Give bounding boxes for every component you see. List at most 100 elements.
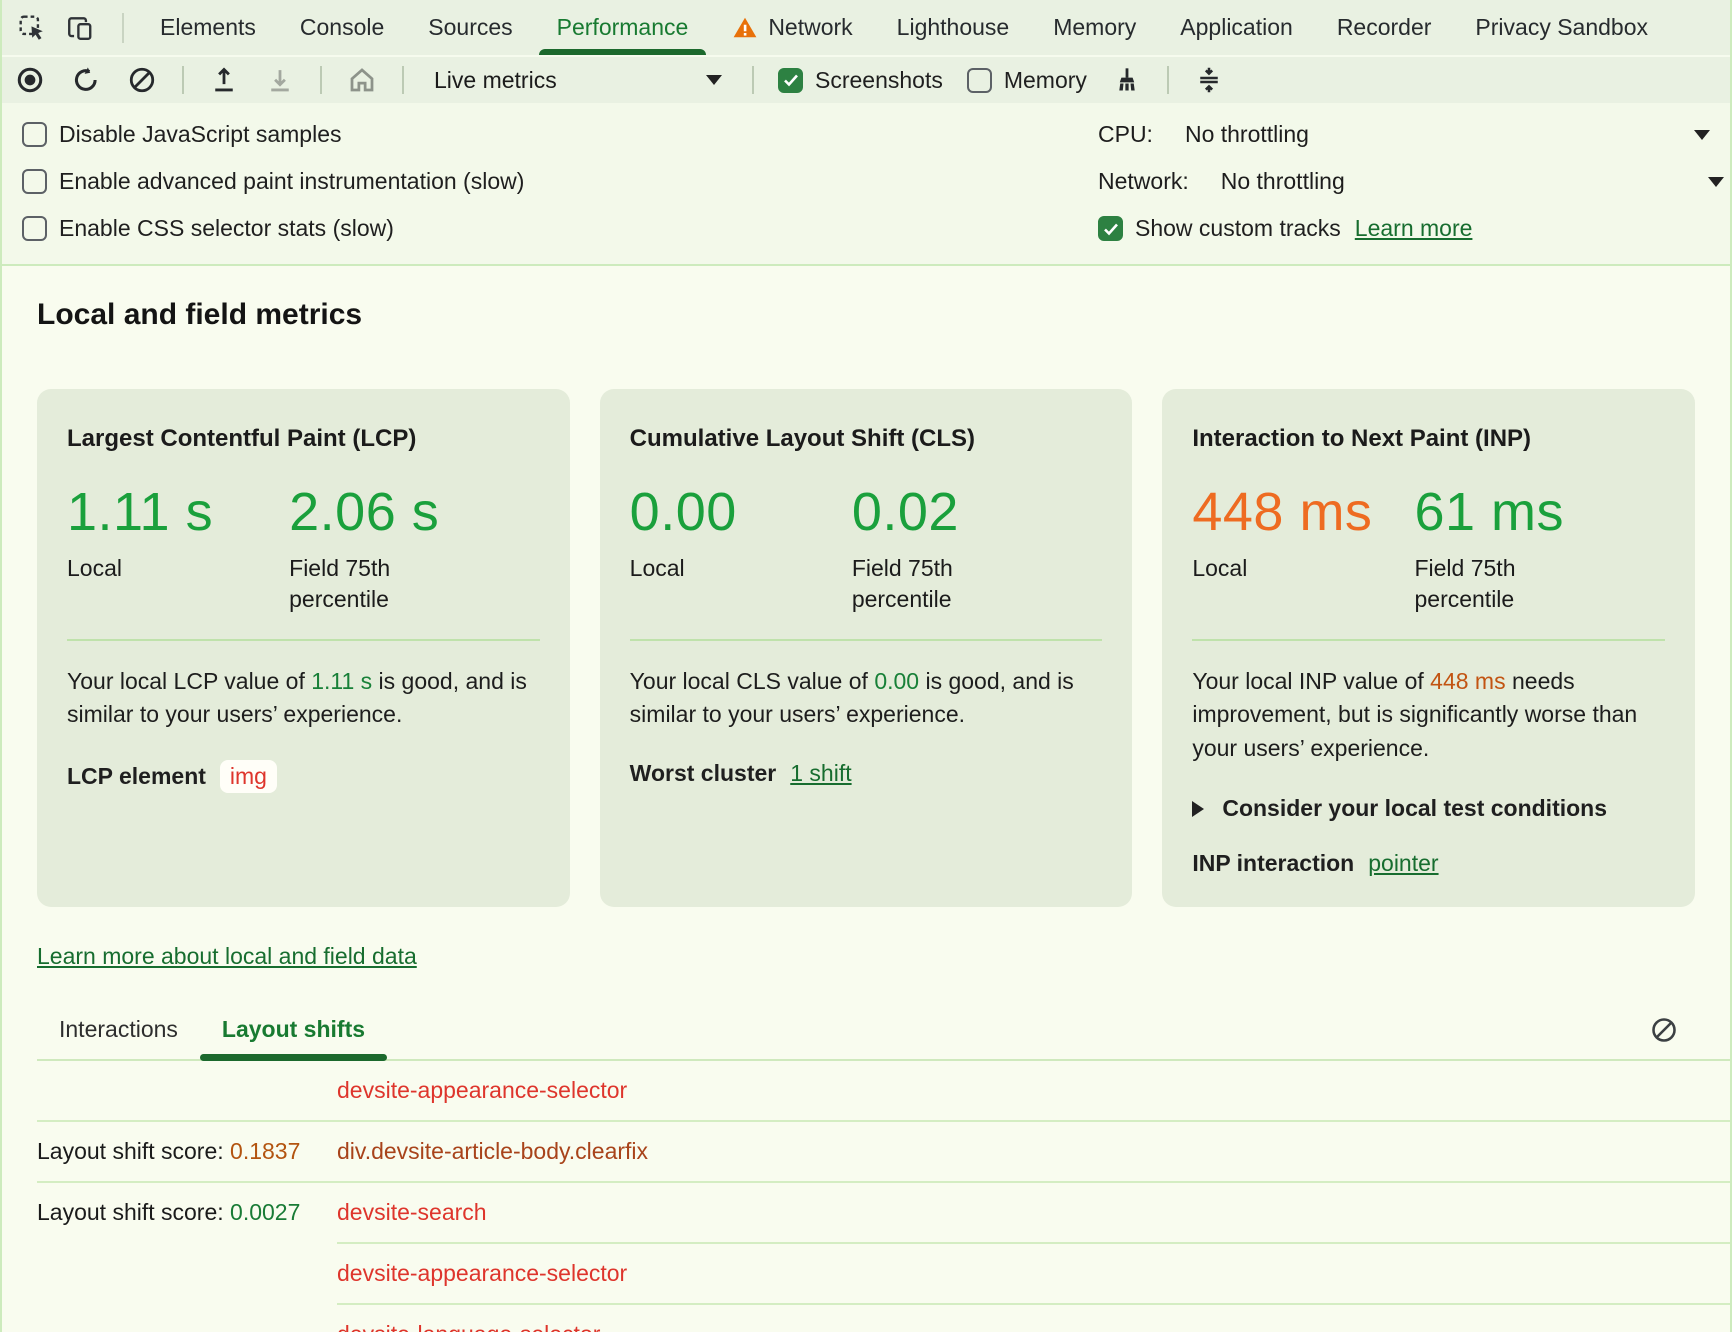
shift-element-link[interactable]: devsite-appearance-selector (337, 1077, 628, 1104)
checkbox-unchecked-icon (22, 169, 47, 194)
screenshots-checkbox[interactable]: Screenshots (778, 67, 943, 94)
device-toolbar-icon[interactable] (66, 14, 94, 42)
load-profile-icon[interactable] (208, 66, 240, 94)
disable-js-samples-checkbox[interactable]: Disable JavaScript samples (22, 121, 342, 148)
local-test-conditions-expander[interactable]: Consider your local test conditions (1192, 795, 1665, 822)
inp-field-value: 61 ms (1414, 482, 1565, 542)
inspect-element-icon[interactable] (18, 14, 46, 42)
field-label: Field 75th percentile (1414, 555, 1516, 613)
tab-lighthouse[interactable]: Lighthouse (875, 0, 1032, 55)
shift-element-link[interactable]: div.devsite-article-body.clearfix (337, 1138, 649, 1165)
checkbox-unchecked-icon (22, 122, 47, 147)
local-label: Local (1192, 555, 1248, 581)
tab-performance[interactable]: Performance (535, 0, 711, 55)
layout-shift-row[interactable]: devsite-language-selector (37, 1305, 1730, 1332)
panel-mode-value: Live metrics (434, 66, 557, 93)
inp-card-title: Interaction to Next Paint (INP) (1192, 425, 1532, 452)
record-icon[interactable] (14, 66, 46, 94)
worst-cluster-link[interactable]: 1 shift (790, 759, 852, 786)
tab-label: Application (1180, 14, 1293, 40)
lcp-element-label: LCP element (67, 762, 206, 789)
save-profile-icon[interactable] (264, 66, 296, 94)
layout-shift-row[interactable]: Layout shift score: 0.0027 devsite-searc… (37, 1199, 487, 1226)
learn-more-link[interactable]: Learn more (1354, 215, 1473, 241)
row-divider (37, 1120, 1730, 1123)
row-divider (337, 1242, 1730, 1245)
checkbox-unchecked-icon (966, 67, 992, 93)
tab-label: Elements (160, 14, 256, 40)
advanced-paint-checkbox[interactable]: Enable advanced paint instrumentation (s… (22, 168, 524, 195)
inp-interaction-label: INP interaction (1192, 850, 1355, 877)
tabbar-icons (2, 0, 138, 55)
tab-label: Privacy Sandbox (1475, 14, 1649, 40)
cpu-value: No throttling (1184, 121, 1309, 147)
tab-network[interactable]: Network (710, 0, 874, 55)
tab-application[interactable]: Application (1158, 0, 1315, 55)
row-divider (37, 1181, 1730, 1184)
toolbar-separator (320, 66, 322, 94)
card-divider (629, 639, 1103, 642)
checkbox-unchecked-icon (22, 216, 47, 241)
chevron-down-icon (1708, 176, 1724, 187)
field-label: Field 75th percentile (289, 555, 391, 613)
tab-recorder[interactable]: Recorder (1315, 0, 1454, 55)
metric-cards: Largest Contentful Paint (LCP) 1.11 s Lo… (37, 389, 1730, 908)
tab-console[interactable]: Console (278, 0, 406, 55)
tab-label: Performance (556, 14, 689, 40)
clear-log-icon[interactable] (1650, 1016, 1678, 1059)
chevron-down-icon (1694, 129, 1710, 140)
layout-shift-row[interactable]: devsite-appearance-selector (37, 1244, 1730, 1303)
shift-element-link[interactable]: devsite-appearance-selector (337, 1260, 628, 1287)
field-data-learn-more-link[interactable]: Learn more about local and field data (37, 943, 417, 970)
tab-label: Interactions (59, 1016, 178, 1043)
tab-layout-shifts[interactable]: Layout shifts (199, 1016, 388, 1062)
chevron-down-icon (706, 75, 722, 85)
screenshots-label: Screenshots (815, 66, 943, 93)
garbage-collect-icon[interactable] (1111, 66, 1143, 94)
cls-description: Your local CLS value of 0.00 is good, an… (629, 668, 1074, 728)
triangle-right-icon (1192, 800, 1205, 817)
devtools-tab-bar: Elements Console Sources Performance Net… (2, 0, 1730, 55)
shift-element-link[interactable]: devsite-language-selector (337, 1321, 600, 1332)
panel-mode-select[interactable]: Live metrics (428, 67, 728, 94)
memory-checkbox[interactable]: Memory (966, 67, 1087, 94)
tab-label: Layout shifts (221, 1016, 366, 1043)
page-title: Local and field metrics (37, 298, 363, 331)
cpu-throttling-select[interactable]: CPU: No throttling (1098, 111, 1710, 158)
tab-label: Console (299, 14, 385, 40)
layout-shift-row[interactable]: devsite-appearance-selector (37, 1061, 1730, 1120)
network-throttling-select[interactable]: Network: No throttling (1098, 158, 1724, 205)
inp-local-value: 448 ms (1192, 482, 1373, 542)
tabbar-separator (122, 12, 124, 43)
inp-interaction-link[interactable]: pointer (1368, 850, 1439, 877)
cls-card: Cumulative Layout Shift (CLS) 0.00 Local… (599, 389, 1133, 908)
local-label: Local (67, 555, 122, 581)
tab-label: Memory (1053, 14, 1137, 40)
tab-label: Sources (428, 14, 513, 40)
field-label: Field 75th percentile (851, 555, 953, 613)
lcp-element-chip[interactable]: img (219, 759, 277, 793)
clear-icon[interactable] (126, 66, 158, 94)
css-selector-stats-label: Enable CSS selector stats (slow) (59, 215, 394, 241)
tab-elements[interactable]: Elements (138, 0, 278, 55)
css-selector-stats-checkbox[interactable]: Enable CSS selector stats (slow) (22, 215, 394, 242)
capture-options: Disable JavaScript samples Enable advanc… (2, 103, 1730, 266)
lcp-description: Your local LCP value of 1.11 s is good, … (67, 668, 527, 728)
home-icon[interactable] (346, 65, 378, 95)
tab-privacy-sandbox[interactable]: Privacy Sandbox (1453, 0, 1670, 55)
shift-element-link[interactable]: devsite-search (337, 1199, 487, 1226)
collapse-tracks-icon[interactable] (1193, 66, 1225, 94)
performance-toolbar: Live metrics Screenshots Memory (2, 55, 1730, 103)
expander-label: Consider your local test conditions (1222, 795, 1608, 822)
toolbar-separator (752, 66, 754, 94)
show-custom-tracks-checkbox[interactable]: Show custom tracks (1098, 215, 1341, 242)
tab-sources[interactable]: Sources (406, 0, 534, 55)
checkbox-checked-icon (1098, 216, 1123, 241)
tab-interactions[interactable]: Interactions (37, 1016, 200, 1059)
tab-memory[interactable]: Memory (1031, 0, 1158, 55)
throttling-options: CPU: No throttling Network: No throttlin… (1098, 111, 1724, 252)
reload-record-icon[interactable] (70, 66, 102, 94)
layout-shift-row[interactable]: Layout shift score: 0.1837 div.devsite-a… (37, 1138, 649, 1165)
cls-local-value: 0.00 (629, 482, 737, 542)
